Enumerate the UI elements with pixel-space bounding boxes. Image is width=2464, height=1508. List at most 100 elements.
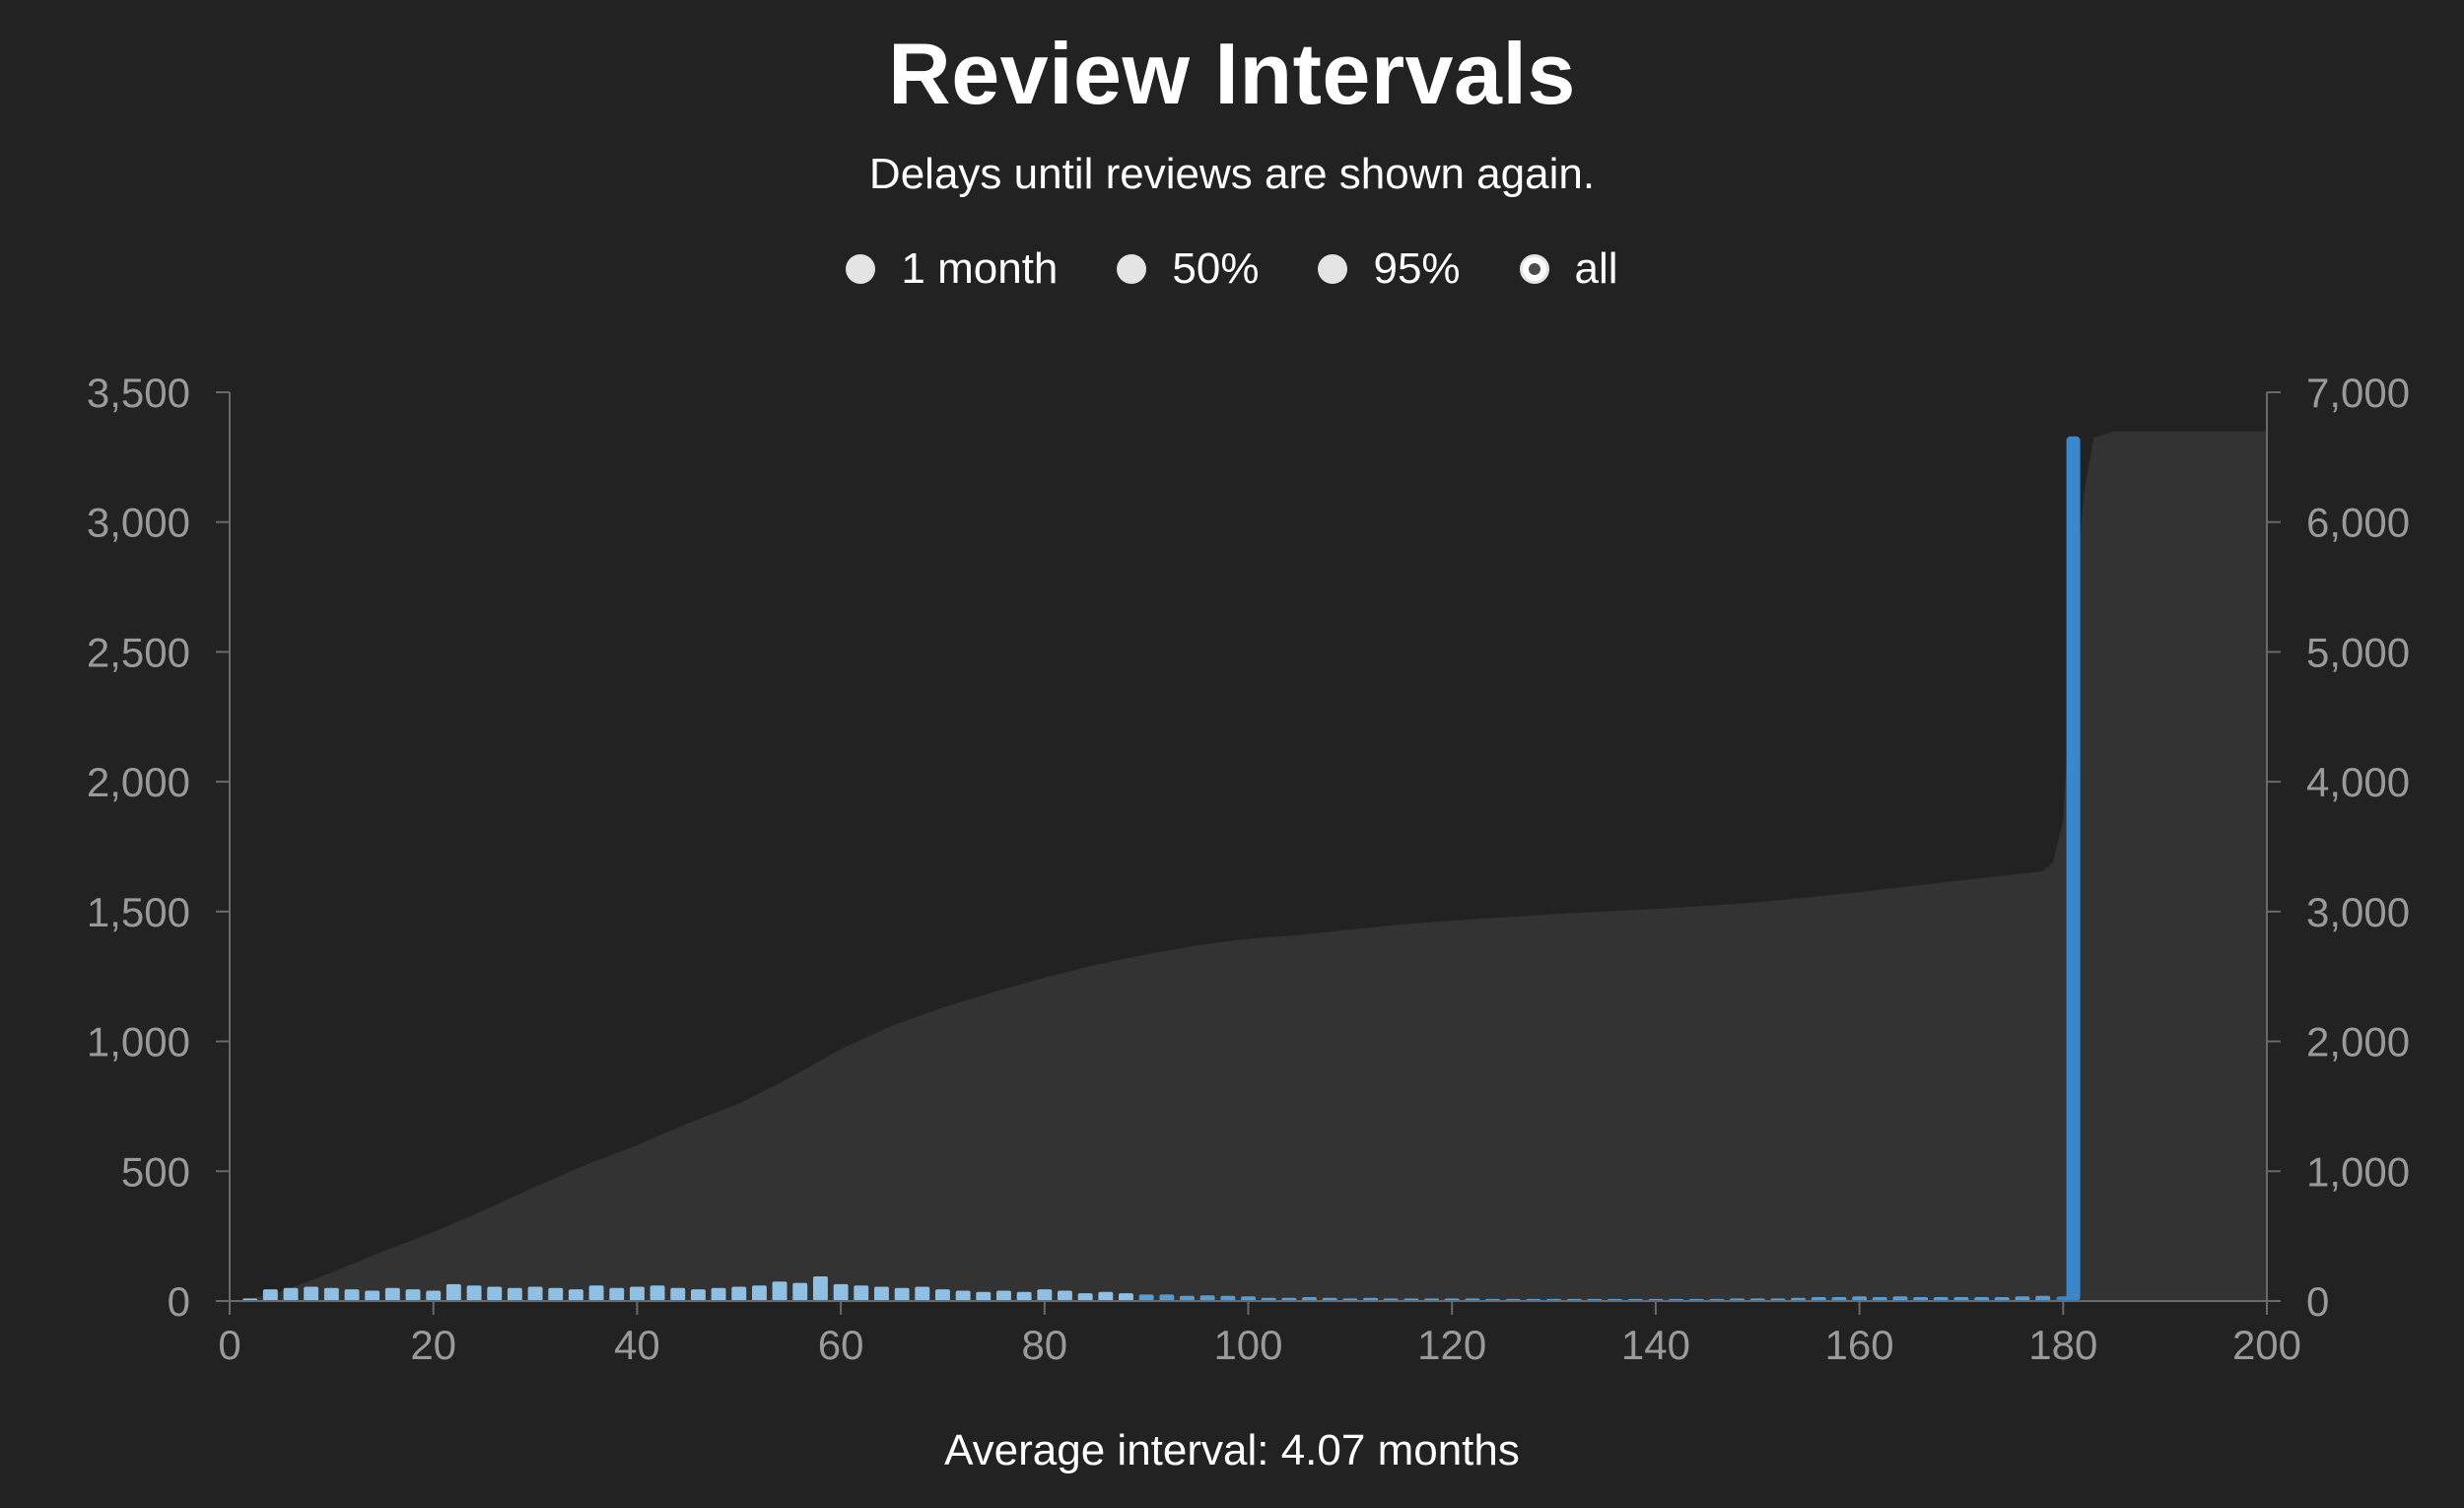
radio-button-icon[interactable] <box>846 254 876 284</box>
radio-label-50-percent[interactable]: 50% <box>1172 244 1260 293</box>
interval-bar <box>976 1291 992 1301</box>
interval-bar <box>752 1285 767 1301</box>
interval-bar <box>854 1285 869 1301</box>
y-right-tick-label: 0 <box>2306 1278 2329 1325</box>
y-left-tick-label: 2,500 <box>87 629 190 675</box>
interval-bar <box>996 1290 1011 1301</box>
radio-label-all[interactable]: all <box>1574 244 1618 293</box>
x-tick-label: 180 <box>2028 1322 2097 1368</box>
interval-bar <box>405 1289 421 1301</box>
interval-bar <box>527 1286 543 1301</box>
average-interval-text: Average interval: 4.07 months <box>944 1426 1520 1474</box>
interval-bar <box>894 1287 910 1301</box>
interval-bar <box>568 1289 583 1301</box>
interval-bar <box>466 1285 482 1301</box>
y-right-tick-label: 7,000 <box>2306 370 2410 416</box>
y-right-tick-label: 4,000 <box>2306 759 2410 805</box>
x-tick-label: 100 <box>1213 1322 1282 1368</box>
radio-label-95-percent[interactable]: 95% <box>1373 244 1461 293</box>
interval-bar <box>384 1287 400 1301</box>
interval-bar <box>365 1290 380 1301</box>
y-left-tick-label: 3,500 <box>87 370 190 416</box>
y-left-tick-label: 3,000 <box>87 500 190 546</box>
interval-bar <box>2015 1296 2030 1301</box>
interval-bar <box>630 1286 645 1301</box>
interval-bar <box>772 1281 787 1301</box>
radio-label-1-month[interactable]: 1 month <box>901 244 1059 293</box>
interval-bar <box>507 1287 522 1301</box>
radio-option-50-percent[interactable]: 50% <box>1117 244 1259 294</box>
chart-subtitle: Delays until reviews are shown again. <box>868 150 1596 198</box>
interval-bar <box>1159 1294 1175 1301</box>
x-tick-label: 20 <box>410 1322 456 1368</box>
interval-bar <box>1220 1295 1236 1301</box>
interval-bar <box>445 1283 461 1301</box>
interval-bar <box>1098 1291 1114 1301</box>
y-right-tick-label: 1,000 <box>2306 1148 2410 1195</box>
interval-bar <box>1037 1289 1053 1301</box>
interval-bar <box>609 1287 625 1301</box>
interval-bar <box>1058 1290 1072 1301</box>
interval-bar <box>874 1286 889 1301</box>
interval-bar <box>670 1287 686 1301</box>
x-tick-label: 200 <box>2232 1322 2301 1368</box>
interval-bar <box>2066 436 2081 1301</box>
interval-bar <box>792 1282 808 1301</box>
interval-bar <box>1016 1291 1032 1301</box>
interval-bar <box>1077 1293 1093 1301</box>
interval-bar <box>323 1287 339 1301</box>
interval-bar <box>1180 1295 1195 1301</box>
interval-bar <box>915 1286 930 1301</box>
y-left-tick-label: 1,000 <box>87 1019 190 1065</box>
interval-bar <box>813 1276 828 1301</box>
interval-bar <box>650 1285 665 1301</box>
radio-option-95-percent[interactable]: 95% <box>1318 244 1461 294</box>
y-right-tick-label: 3,000 <box>2306 889 2410 935</box>
x-tick-label: 120 <box>1417 1322 1486 1368</box>
interval-bar <box>2035 1295 2051 1301</box>
interval-bar <box>1138 1294 1154 1301</box>
interval-bar <box>344 1289 360 1301</box>
interval-bar <box>1199 1295 1215 1301</box>
interval-bar <box>304 1286 319 1301</box>
interval-bar <box>1892 1296 1908 1301</box>
interval-bar <box>1241 1296 1256 1301</box>
interval-bar <box>548 1287 564 1301</box>
interval-bar <box>691 1289 706 1301</box>
radio-option-1-month[interactable]: 1 month <box>846 244 1058 294</box>
x-tick-label: 140 <box>1621 1322 1690 1368</box>
y-right-tick-label: 5,000 <box>2306 629 2410 675</box>
cumulative-area <box>249 431 2267 1301</box>
interval-bar <box>1119 1293 1133 1301</box>
x-tick-label: 60 <box>818 1322 864 1368</box>
interval-bar <box>283 1287 299 1301</box>
y-left-tick-label: 500 <box>121 1148 190 1195</box>
range-radio-group: 1 month 50% 95% all <box>0 244 2464 294</box>
y-right-tick-label: 2,000 <box>2306 1019 2410 1065</box>
interval-bar <box>955 1290 971 1301</box>
radio-option-all[interactable]: all <box>1519 244 1618 294</box>
y-left-tick-label: 0 <box>168 1278 190 1325</box>
x-tick-label: 40 <box>614 1322 660 1368</box>
radio-button-icon[interactable] <box>1318 254 1348 284</box>
y-left-tick-label: 1,500 <box>87 889 190 935</box>
radio-button-icon[interactable] <box>1117 254 1147 284</box>
interval-bar <box>588 1285 604 1301</box>
x-tick-label: 80 <box>1021 1322 1067 1368</box>
x-tick-label: 160 <box>1825 1322 1894 1368</box>
y-left-tick-label: 2,000 <box>87 759 190 805</box>
interval-bar <box>1852 1296 1868 1301</box>
interval-bar <box>262 1289 278 1301</box>
interval-bar <box>426 1290 442 1301</box>
chart-title: Review Intervals <box>888 25 1576 122</box>
x-tick-label: 0 <box>218 1322 240 1368</box>
interval-bar <box>731 1286 747 1301</box>
interval-bar <box>935 1289 950 1301</box>
interval-bar <box>711 1287 726 1301</box>
interval-bar <box>833 1283 849 1301</box>
interval-bar <box>487 1286 503 1301</box>
radio-button-selected-icon[interactable] <box>1519 254 1549 284</box>
y-right-tick-label: 6,000 <box>2306 500 2410 546</box>
